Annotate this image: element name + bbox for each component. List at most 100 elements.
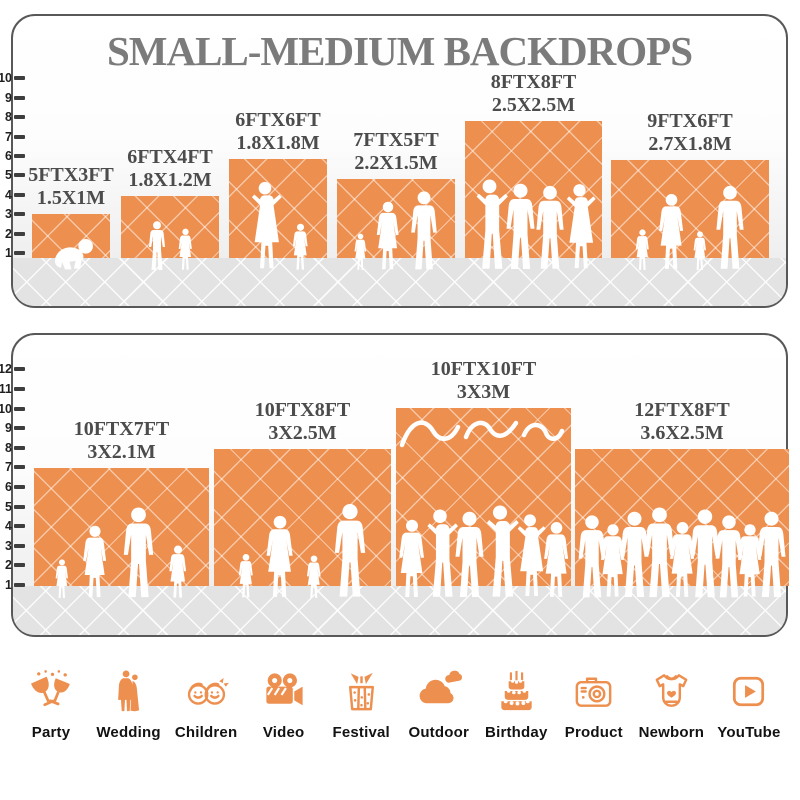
size-m-text: 3X2.1M	[87, 440, 156, 463]
woman-silhouette	[374, 201, 402, 271]
girl-silhouette	[692, 231, 708, 271]
ruler-number: 12	[0, 362, 12, 377]
ruler-tick	[14, 524, 25, 529]
ruler-tick	[14, 95, 25, 100]
girl-silhouette	[177, 228, 194, 271]
backdrop-canvas	[32, 214, 110, 258]
ruler-number: 6	[5, 480, 12, 494]
backdrop-figures	[396, 505, 571, 599]
ruler-number: 4	[5, 519, 12, 534]
category-label: Wedding	[96, 724, 161, 741]
backdrop-size-label: 6FTX6FT 1.8X1.8M	[235, 109, 321, 154]
category-item-product: Product	[557, 668, 631, 741]
ruler-number: 11	[0, 382, 12, 396]
size-ft-text: 6FTX6FT	[235, 109, 321, 132]
ruler-tick	[14, 445, 25, 450]
size-m-text: 2.2X1.5M	[354, 151, 438, 174]
woman-holding-baby-silhouette	[247, 181, 283, 271]
size-m-text: 1.5X1M	[36, 186, 106, 209]
size-ft-text: 9FTX6FT	[647, 110, 733, 133]
backdrop-size-label: 12FTX8FT 3.6X2.5M	[634, 399, 730, 444]
ruler-tick	[14, 504, 25, 509]
size-m-text: 2.5X2.5M	[491, 93, 576, 116]
category-label: Birthday	[485, 724, 548, 741]
ruler-number: 7	[5, 460, 12, 475]
ruler-tick	[14, 76, 25, 81]
girl-silhouette	[237, 553, 255, 599]
category-item-festival: Festival	[324, 668, 398, 741]
ruler-number: 3	[5, 538, 12, 553]
backdrop-figures	[337, 191, 455, 271]
toddler-silhouette	[353, 233, 368, 271]
ruler-tick	[14, 134, 25, 139]
category-item-wedding: Wedding	[92, 668, 166, 741]
backdrop-6ftx6ft: 6FTX6FT 1.8X1.8M	[229, 109, 327, 258]
ruler-number: 8	[5, 110, 12, 125]
ruler-tick	[14, 212, 25, 217]
ruler-number: 1	[5, 578, 12, 592]
category-label: Children	[174, 724, 238, 741]
man-silhouette	[408, 191, 440, 271]
backdrop-figures	[32, 237, 110, 271]
size-m-text: 3.6X2.5M	[640, 421, 724, 444]
category-item-newborn: Newborn	[634, 668, 708, 741]
ruler-number: 2	[5, 558, 12, 573]
category-label: Party	[31, 724, 71, 741]
backdrop-10ftx10ft: 10FTX10FT 3X3M	[396, 358, 571, 586]
backdrop-size-label: 7FTX5FT 2.2X1.5M	[353, 129, 439, 174]
birthday-cake-icon	[501, 670, 532, 711]
size-ft-text: 8FTX8FT	[490, 71, 577, 94]
backdrop-7ftx5ft: 7FTX5FT 2.2X1.5M	[337, 129, 455, 258]
ruler-number: 4	[5, 187, 12, 202]
outdoor-cloud-icon	[419, 670, 463, 704]
ruler-number: 9	[5, 421, 12, 436]
category-item-party: Party	[14, 668, 88, 741]
festival-gift-icon	[348, 672, 374, 711]
ruler-tick	[14, 115, 25, 120]
ruler-tick	[14, 563, 25, 568]
size-m-text: 3X2.5M	[268, 421, 337, 444]
ruler-tick	[14, 173, 25, 178]
ruler-number: 10	[0, 401, 12, 416]
ruler-tick	[14, 231, 25, 236]
backdrop-canvas	[121, 196, 219, 258]
backdrop-figures	[575, 507, 789, 599]
ruler-tick	[14, 406, 25, 411]
category-label: Video	[262, 724, 305, 741]
ruler-number: 1	[5, 246, 12, 260]
category-row: Party Wedding Children Video Festival Outdoor…	[0, 668, 800, 741]
category-item-youtube: YouTube	[712, 668, 786, 741]
woman-posing-silhouette	[562, 183, 597, 271]
ruler-number: 5	[5, 168, 12, 183]
video-camera-icon	[266, 673, 303, 706]
category-label: Festival	[332, 724, 390, 741]
white-script-watermark	[399, 420, 565, 448]
ruler-tick	[14, 387, 25, 391]
girl-silhouette	[305, 555, 323, 599]
newborn-onesie-icon	[655, 674, 688, 707]
ruler-number: 2	[5, 226, 12, 241]
backdrop-figures	[34, 507, 209, 599]
ruler-number: 3	[5, 207, 12, 222]
woman-silhouette	[541, 521, 572, 599]
category-label: Product	[564, 724, 623, 741]
category-item-video: Video	[247, 668, 321, 741]
size-m-text: 1.8X1.8M	[236, 131, 320, 154]
ruler-number: 8	[5, 440, 12, 455]
backdrop-8ftx8ft: 8FTX8FT 2.5X2.5M	[465, 71, 602, 258]
backdrop-12ftx8ft: 12FTX8FT 3.6X2.5M	[575, 399, 789, 586]
size-ft-text: 10FTX7FT	[73, 418, 170, 441]
product-camera-icon	[575, 677, 612, 707]
backdrop-figures	[229, 181, 327, 271]
backdrop-size-label: 10FTX10FT 3X3M	[431, 358, 537, 403]
man-silhouette	[754, 511, 789, 599]
category-label: Outdoor	[408, 724, 470, 741]
category-label: Newborn	[638, 724, 705, 741]
size-m-text: 1.8X1.2M	[128, 168, 212, 191]
girl-silhouette	[634, 229, 651, 271]
floor-strip	[13, 258, 786, 306]
man-silhouette	[331, 503, 369, 599]
backdrop-6ftx4ft: 6FTX4FT 1.8X1.2M	[121, 146, 219, 258]
size-ft-text: 10FTX8FT	[254, 399, 351, 422]
ruler-number: 9	[5, 90, 12, 105]
